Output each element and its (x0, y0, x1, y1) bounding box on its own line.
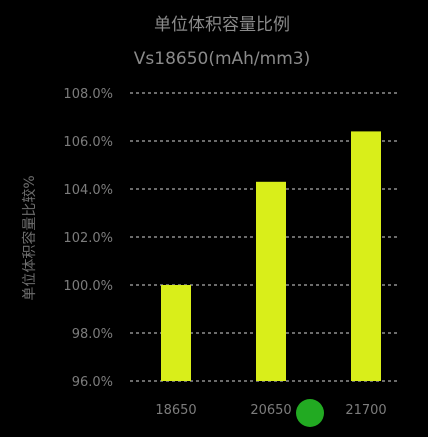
y-tick-labels: 96.0% 98.0% 100.0% 102.0% 104.0% 106.0% 108.0% (63, 87, 113, 390)
chart-subtitle: Vs18650(mAh/mm3) (134, 49, 310, 69)
y-tick-label: 108.0% (63, 87, 113, 102)
y-tick-label: 100.0% (63, 279, 113, 294)
x-tick-label: 21700 (345, 403, 386, 418)
bar-21700 (351, 131, 381, 381)
y-tick-label: 96.0% (72, 375, 113, 390)
y-axis-label: 单位体积容量比较% (21, 175, 38, 300)
bars (161, 131, 381, 381)
bar-20650 (256, 181, 286, 381)
y-tick-label: 98.0% (72, 327, 113, 342)
x-tick-label: 18650 (155, 403, 196, 418)
chart-title: 单位体积容量比例 (154, 15, 290, 35)
y-tick-label: 106.0% (63, 135, 113, 150)
x-tick-label: 20650 (250, 403, 291, 418)
x-tick-labels: 18650 20650 21700 (155, 403, 386, 418)
y-tick-label: 104.0% (63, 183, 113, 198)
y-tick-label: 102.0% (63, 231, 113, 246)
marker-dot (296, 399, 324, 427)
bar-18650 (161, 285, 191, 381)
